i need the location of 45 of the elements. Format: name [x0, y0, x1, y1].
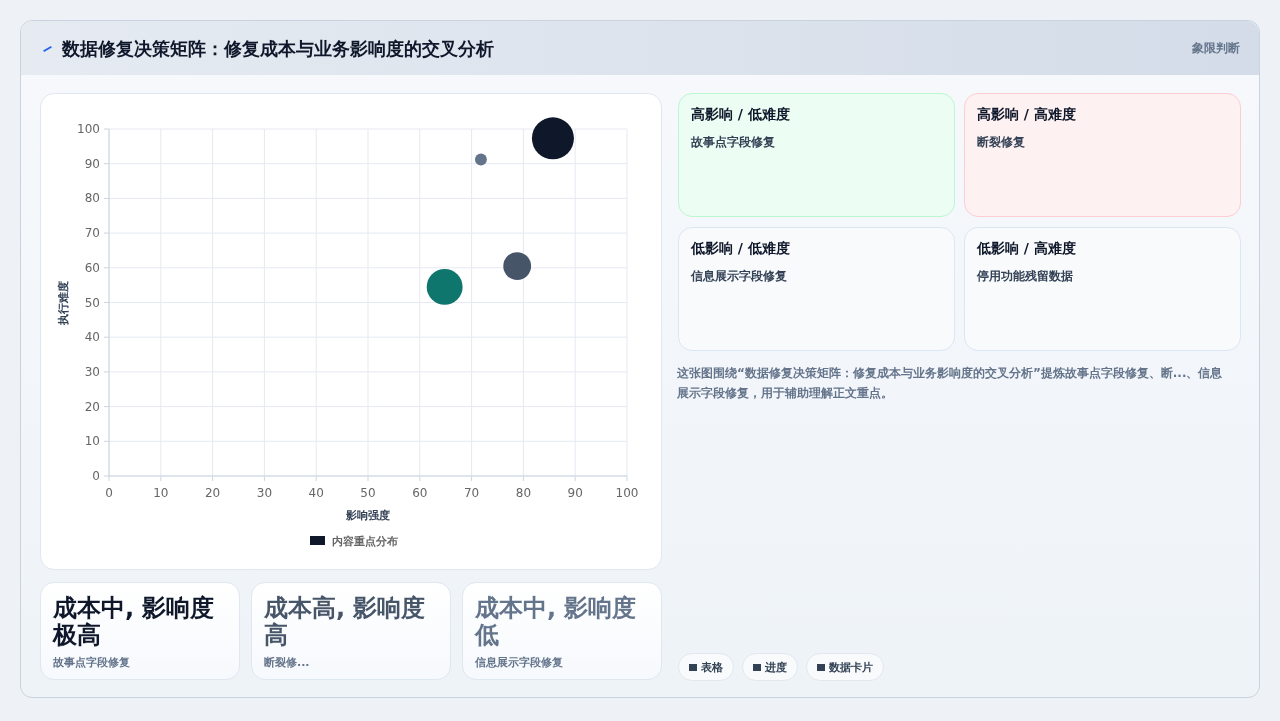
x-tick-label: 100 [615, 486, 639, 500]
x-tick-label: 10 [153, 486, 169, 500]
x-tick-label: 20 [204, 486, 221, 500]
text: 断裂修... [264, 655, 311, 670]
text: 高影响 / 低难度 [691, 106, 791, 124]
legend-label: 内容重点分布 [332, 535, 398, 548]
y-tick-label: 50 [84, 295, 100, 310]
x-axis-title: 影响强度 [345, 509, 390, 522]
text: 故事点字段修复 [53, 655, 131, 670]
y-tick-label: 60 [84, 260, 100, 275]
x-tick-label: 0 [105, 486, 113, 500]
text: 表格 [678, 653, 734, 681]
y-tick-label: 80 [84, 191, 100, 206]
x-tick-label: 30 [256, 486, 273, 500]
y-tick-label: 100 [77, 122, 100, 136]
text: 信息展示字段修复 [691, 268, 788, 285]
text: 停用功能残留数据 [977, 268, 1074, 285]
text: 象限判断 [1191, 40, 1240, 57]
y-tick-label: 40 [84, 330, 100, 345]
text: 成本中, 影响度低 [475, 594, 638, 649]
x-tick-label: 40 [308, 486, 324, 500]
text: 信息展示字段修复 [475, 655, 564, 670]
y-tick-label: 20 [84, 399, 100, 414]
text: 数据卡片 [806, 653, 884, 681]
text: 成本高, 影响度高 [264, 594, 427, 649]
text: 低影响 / 高难度 [977, 240, 1077, 258]
text: 这张图围绕“数据修复决策矩阵：修复成本与业务影响度的交叉分析”提炼故事点字段修复、断...、信息展示字段修复，用于辅助理解正文重点。 [677, 365, 1224, 402]
x-tick-label: 60 [412, 486, 428, 500]
y-tick-label: 10 [84, 434, 100, 449]
text: 进度 [742, 653, 798, 681]
text: 成本中, 影响度极高 [53, 594, 216, 649]
y-tick-label: 0 [92, 469, 100, 483]
y-axis-title: 执行难度 [57, 280, 70, 326]
y-tick-label: 70 [84, 226, 100, 241]
x-tick-label: 90 [567, 486, 583, 500]
x-tick-label: 50 [360, 486, 376, 500]
text: 故事点字段修复 [691, 134, 776, 151]
y-tick-label: 90 [84, 156, 100, 171]
x-tick-label: 80 [515, 486, 532, 500]
text: 低影响 / 低难度 [691, 240, 791, 258]
y-tick-label: 30 [84, 364, 100, 379]
chart-title: 数据修复决策矩阵：修复成本与业务影响度的交叉分析 [62, 37, 494, 61]
text: 高影响 / 高难度 [977, 106, 1077, 124]
text: 断裂修复 [977, 134, 1026, 151]
x-tick-label: 70 [463, 486, 480, 500]
